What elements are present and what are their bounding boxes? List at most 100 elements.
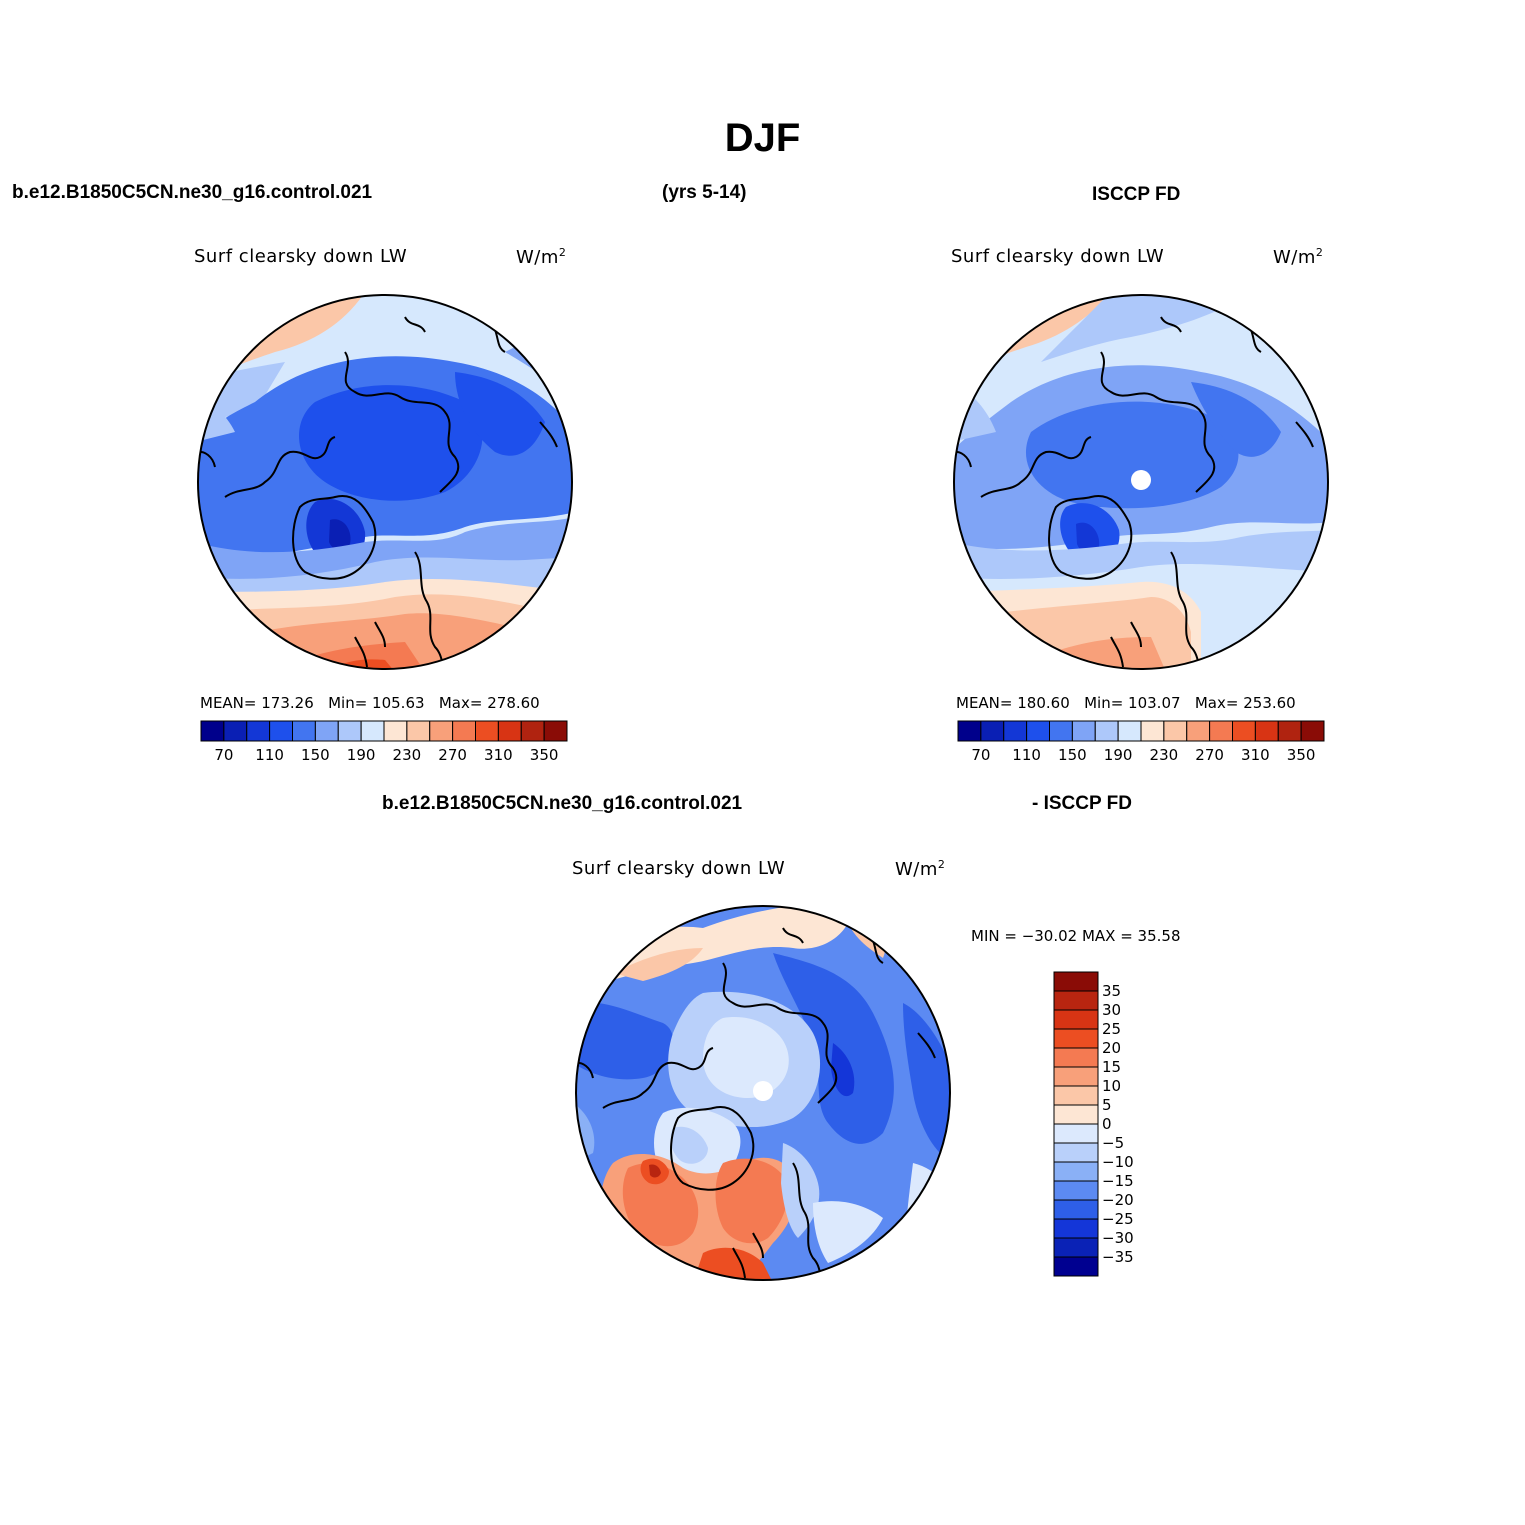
obs-colorbar-tick-label: 110	[1012, 746, 1041, 764]
model-min-value: 105.63	[372, 694, 425, 712]
diff-colorbar-tick-label: 20	[1102, 1039, 1122, 1057]
diff-units-sup: 2	[937, 858, 946, 871]
obs-units-sup: 2	[1315, 246, 1324, 259]
obs-colorbar-box-7	[1117, 720, 1142, 742]
model-colorbar-box-14	[520, 720, 545, 742]
diff-colorbar-box-0	[1053, 971, 1099, 992]
model-colorbar-box-9	[406, 720, 431, 742]
diff-colorbar-box-4	[1053, 1047, 1099, 1068]
obs-colorbar-box-12	[1232, 720, 1256, 742]
diff-colorbar-tick-label: 30	[1102, 1001, 1122, 1019]
model-colorbar-box-1	[223, 720, 248, 742]
model-colorbar-box-4	[292, 720, 316, 742]
diff-minmax-text: MIN = −30.02 MAX = 35.58	[971, 927, 1181, 945]
obs-colorbar-box-8	[1140, 720, 1165, 742]
model-units-label: W/m2	[516, 246, 566, 268]
diff-colorbar-tick-label: 25	[1102, 1020, 1122, 1038]
diff-colorbar-box-15	[1053, 1256, 1099, 1277]
obs-colorbar-tick-label: 270	[1195, 746, 1224, 764]
model-colorbar-box-7	[360, 720, 385, 742]
diff-colorbar-tick-label: 35	[1102, 982, 1122, 1000]
obs-header: ISCCP FD	[1092, 184, 1181, 205]
model-colorbar-tick-label: 230	[392, 746, 422, 764]
model-colorbar-tick-label: 310	[484, 746, 513, 764]
diff-colorbar-tick-label: −25	[1102, 1210, 1134, 1228]
model-colorbar-box-5	[314, 720, 339, 742]
obs-colorbar-box-11	[1209, 720, 1233, 742]
model-colorbar-box-11	[452, 720, 476, 742]
diff-colorbar-tick-label: −10	[1102, 1153, 1134, 1171]
model-variable-label: Surf clearsky down LW	[194, 246, 408, 267]
model-max-value: 278.60	[487, 694, 540, 712]
obs-colorbar-box-2	[1003, 720, 1028, 742]
model-colorbar-tick-label: 70	[214, 746, 234, 764]
diff-colorbar-box-13	[1053, 1218, 1099, 1239]
model-max-label: Max=	[438, 694, 483, 712]
model-colorbar-box-3	[269, 720, 293, 742]
model-colorbar-tick-label: 350	[529, 746, 559, 764]
model-colorbar-tick-label: 110	[255, 746, 284, 764]
model-colorbar-tick-label: 150	[301, 746, 330, 764]
years-header: (yrs 5-14)	[662, 182, 747, 203]
obs-colorbar-tick-label: 70	[971, 746, 991, 764]
model-stats: MEAN= 173.26 Min= 105.63 Max= 278.60	[200, 694, 540, 712]
model-colorbar-box-12	[475, 720, 499, 742]
obs-colorbar-box-14	[1277, 720, 1302, 742]
model-units-text: W/m	[516, 247, 559, 268]
model-mean-value: 173.26	[261, 694, 314, 712]
page-title: DJF	[724, 116, 801, 160]
obs-colorbar-tick-label: 350	[1286, 746, 1316, 764]
obs-colorbar	[957, 720, 1325, 742]
diff-units-label: W/m2	[895, 858, 945, 880]
diff-polar-map	[575, 905, 951, 1281]
diff-colorbar-box-8	[1053, 1123, 1099, 1144]
model-colorbar-box-8	[383, 720, 408, 742]
obs-colorbar-tick-label: 190	[1103, 746, 1133, 764]
obs-colorbar-box-13	[1254, 720, 1279, 742]
obs-colorbar-box-10	[1186, 720, 1211, 742]
diff-colorbar-tick-label: −15	[1102, 1172, 1134, 1190]
model-colorbar-tick-label: 190	[346, 746, 376, 764]
obs-mean-value: 180.60	[1017, 694, 1070, 712]
obs-units-text: W/m	[1273, 247, 1316, 268]
diff-pole-marker	[753, 1081, 773, 1101]
diff-colorbar-box-14	[1053, 1237, 1099, 1258]
model-colorbar-box-15	[543, 720, 568, 742]
diff-colorbar-tick-label: −5	[1102, 1134, 1125, 1152]
obs-colorbar-labels: 70 110 150 190 230 270 310 350	[957, 746, 1325, 766]
obs-units-label: W/m2	[1273, 246, 1323, 268]
diff-colorbar	[1053, 971, 1099, 1277]
diff-colorbar-box-3	[1053, 1028, 1099, 1049]
diff-colorbar-labels: 35 30 25 20 15 10 5 0 −5 −10 −15 −20 −25 −30 −35	[1102, 971, 1162, 1277]
obs-colorbar-box-5	[1071, 720, 1096, 742]
obs-colorbar-tick-label: 310	[1241, 746, 1270, 764]
diff-colorbar-box-10	[1053, 1161, 1099, 1182]
diff-colorbar-tick-label: −20	[1102, 1191, 1134, 1209]
model-colorbar-tick-label: 270	[438, 746, 467, 764]
obs-stats: MEAN= 180.60 Min= 103.07 Max= 253.60	[956, 694, 1296, 712]
diff-colorbar-tick-label: 10	[1102, 1077, 1122, 1095]
obs-colorbar-box-3	[1026, 720, 1050, 742]
model-case-header: b.e12.B1850C5CN.ne30_g16.control.021	[12, 182, 373, 203]
diff-obs-header: - ISCCP FD	[1032, 793, 1132, 814]
model-units-sup: 2	[558, 246, 567, 259]
diff-colorbar-tick-label: −30	[1102, 1229, 1134, 1247]
obs-pole-marker	[1131, 470, 1151, 490]
model-colorbar-box-10	[429, 720, 454, 742]
obs-min-label: Min=	[1084, 694, 1124, 712]
obs-max-value: 253.60	[1243, 694, 1296, 712]
obs-variable-label: Surf clearsky down LW	[951, 246, 1165, 267]
obs-colorbar-box-0	[957, 720, 982, 742]
diff-colorbar-box-7	[1053, 1104, 1099, 1125]
obs-colorbar-box-6	[1094, 720, 1119, 742]
diff-model-header: b.e12.B1850C5CN.ne30_g16.control.021	[382, 793, 743, 814]
obs-mean-label: MEAN=	[956, 694, 1013, 712]
model-colorbar	[200, 720, 568, 742]
diff-units-text: W/m	[895, 859, 938, 880]
diff-colorbar-tick-label: 5	[1102, 1096, 1112, 1114]
diff-colorbar-tick-label: −35	[1102, 1248, 1134, 1266]
model-colorbar-labels: 70 110 150 190 230 270 310 350	[200, 746, 568, 766]
model-min-label: Min=	[328, 694, 368, 712]
diff-colorbar-tick-label: 15	[1102, 1058, 1122, 1076]
model-colorbar-box-2	[246, 720, 271, 742]
